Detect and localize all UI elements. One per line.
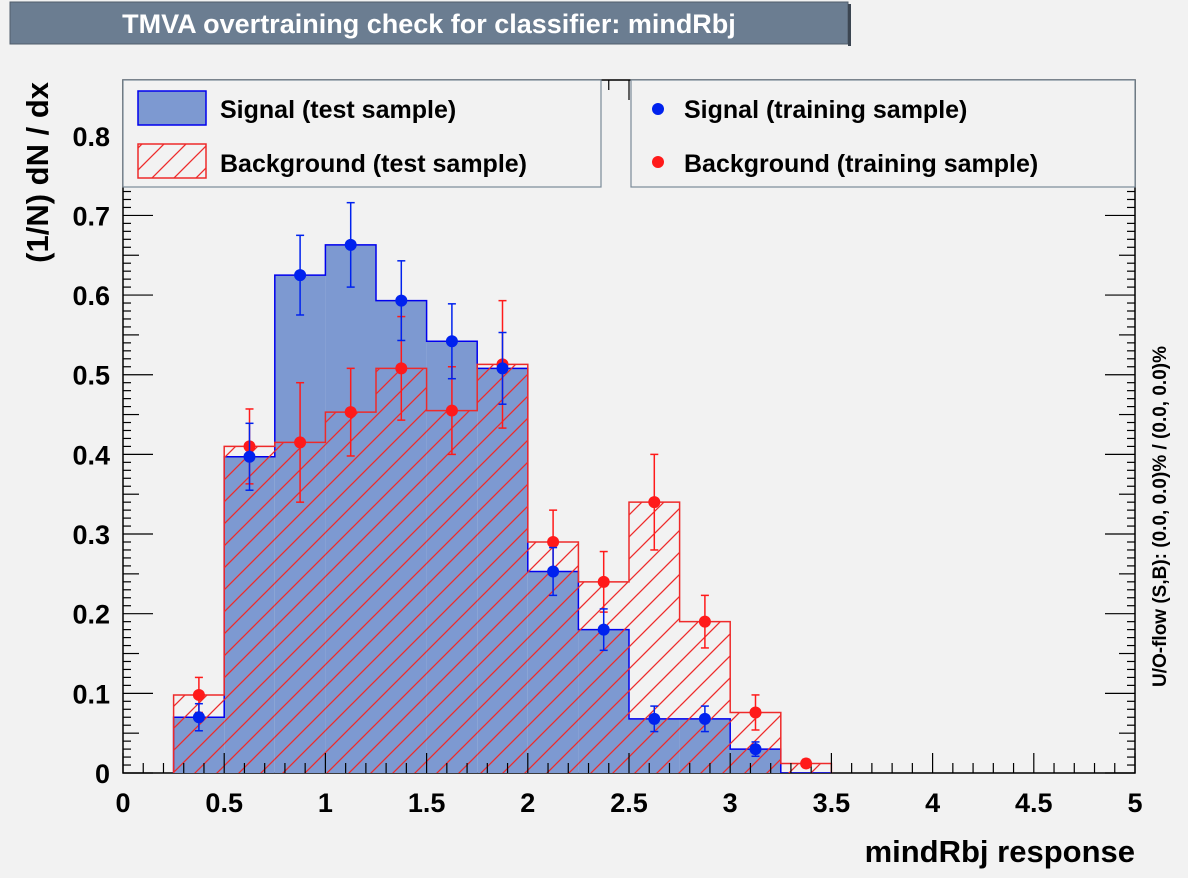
- y-tick-label: 0.6: [72, 281, 110, 311]
- y-tick-label: 0: [95, 759, 110, 789]
- overflow-side-label: U/O-flow (S,B): (0.0, 0.0)% / (0.0, 0.0)…: [1150, 346, 1171, 687]
- signal-training-point: [344, 201, 357, 288]
- background-training-point: [698, 594, 711, 649]
- background-test-bin: [376, 368, 427, 773]
- legend-marker-signal-training: [652, 103, 664, 115]
- signal-training-point: [395, 260, 408, 342]
- signal-training-point: [445, 303, 458, 380]
- chart-title-box: TMVA overtraining check for classifier: …: [9, 1, 851, 46]
- y-axis-label: (1/N) dN / dx: [20, 81, 55, 263]
- background-test-bin: [325, 412, 376, 773]
- x-tick-label: 0: [115, 788, 130, 818]
- signal-training-point: [648, 705, 661, 733]
- background-training-point: [344, 367, 357, 457]
- legend-label-background-test: Background (test sample): [220, 150, 527, 178]
- signal-training-point: [698, 705, 711, 733]
- legend-label-signal-training: Signal (training sample): [684, 96, 967, 124]
- background-test-bin: [224, 446, 275, 773]
- y-tick-label: 0.7: [72, 201, 110, 231]
- training-points: [192, 201, 813, 770]
- x-tick-label: 3: [723, 788, 738, 818]
- y-tick-label: 0.2: [72, 600, 110, 630]
- legend-right: Signal (training sample) Background (tra…: [630, 79, 1136, 188]
- chart-title: TMVA overtraining check for classifier: …: [122, 9, 736, 39]
- x-tick-label: 3.5: [813, 788, 851, 818]
- legend-label-background-training: Background (training sample): [684, 150, 1038, 178]
- legend-swatch-signal-test: [137, 90, 207, 126]
- signal-training-point: [192, 702, 205, 732]
- y-tick-label: 0.4: [72, 440, 110, 470]
- y-tick-label: 0.3: [72, 520, 110, 550]
- x-tick-label: 4: [925, 788, 940, 818]
- background-training-point: [749, 694, 762, 731]
- legend-swatch-background-test: [137, 143, 207, 179]
- signal-training-point: [749, 741, 762, 758]
- background-test-bin: [477, 364, 528, 773]
- signal-training-point: [294, 234, 307, 316]
- y-tick-label: 0.5: [72, 361, 110, 391]
- legend-left: Signal (test sample) Background (test sa…: [122, 79, 602, 188]
- x-tick-label: 1.5: [408, 788, 446, 818]
- signal-training-point: [547, 546, 560, 597]
- tick-labels: 0 0.5 1 1.5 2 2.5 3 3.5 4 4.5 5 0 0.1 0.2 0.3 0.4 0.5 0.6…: [72, 122, 1142, 818]
- y-tick-label: 0.1: [72, 679, 110, 709]
- background-test-bin: [426, 410, 478, 773]
- y-tick-label: 0.8: [72, 122, 110, 152]
- signal-training-point: [243, 422, 256, 491]
- x-axis-label: mindRbj response: [865, 834, 1135, 869]
- signal-training-point: [597, 608, 610, 652]
- legend-label-signal-test: Signal (test sample): [220, 96, 456, 124]
- x-tick-label: 1: [318, 788, 333, 818]
- x-tick-label: 2: [520, 788, 535, 818]
- legend-marker-background-training: [652, 156, 664, 168]
- background-training-point: [648, 453, 661, 551]
- x-tick-label: 4.5: [1015, 788, 1053, 818]
- background-training-point: [800, 757, 813, 770]
- x-tick-label: 0.5: [205, 788, 243, 818]
- signal-training-point: [496, 331, 509, 405]
- x-tick-label: 2.5: [610, 788, 648, 818]
- x-tick-label: 5: [1127, 788, 1142, 818]
- background-training-point: [294, 381, 307, 503]
